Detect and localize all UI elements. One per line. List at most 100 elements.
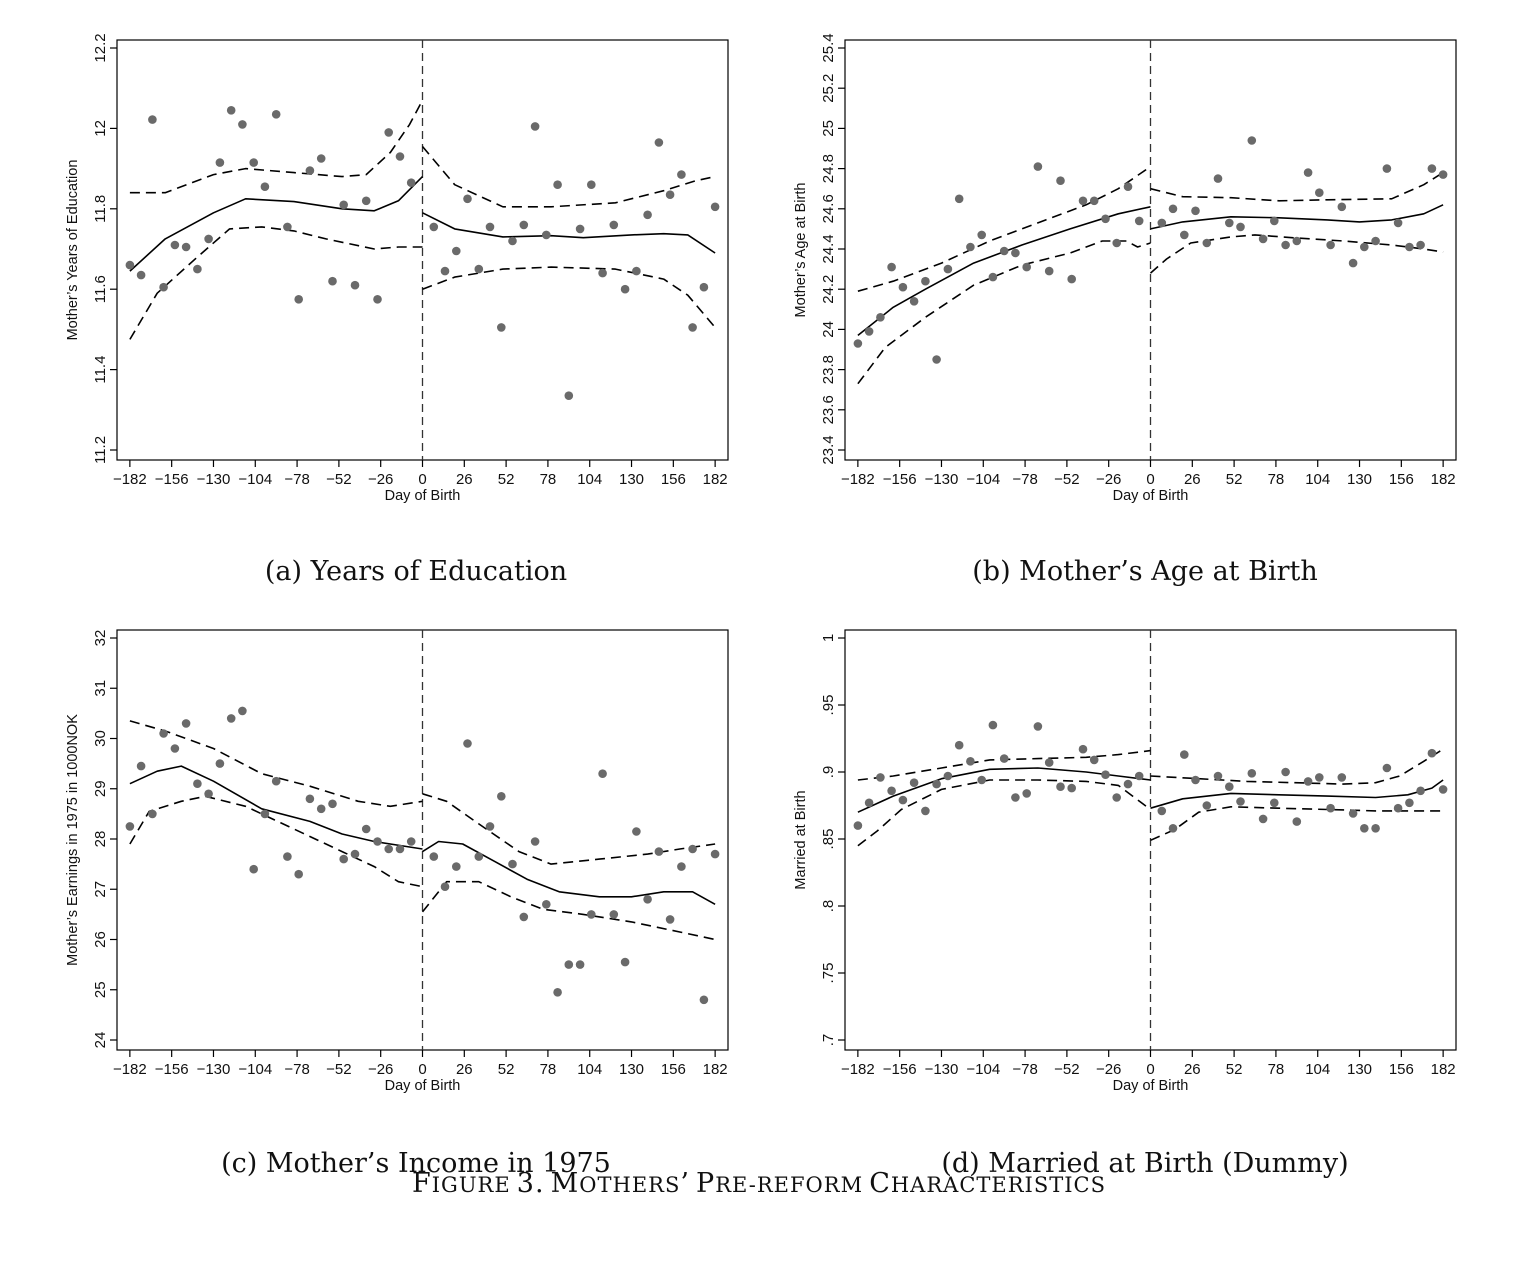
x-tick-label: 156 [1389,471,1414,488]
data-point [1427,748,1437,758]
x-tick-label: 0 [1146,1061,1154,1078]
y-tick-label: 12 [92,120,109,137]
x-tick-label: −78 [284,1061,309,1078]
data-point [373,295,382,304]
x-tick-label: 182 [703,471,728,488]
x-tick-label: 130 [1347,1061,1372,1078]
lower-ci-line-right [421,880,716,941]
data-point [954,740,964,750]
data-point [1348,258,1358,268]
data-point [1168,824,1178,833]
x-tick-label: 130 [1347,471,1372,488]
lower-ci-line-right [1150,806,1444,842]
data-point [361,824,371,834]
data-point [1371,236,1380,246]
data-point [1360,824,1369,833]
x-tick-label: 182 [1431,1061,1456,1078]
x-tick-label: 104 [1305,1061,1330,1078]
data-point [474,852,484,861]
y-tick-label: .95 [820,695,837,716]
data-point [699,282,709,292]
data-point [350,849,360,859]
data-point [339,854,349,864]
data-point [1236,222,1245,232]
data-point [485,822,495,831]
x-tick-label: −52 [1054,471,1079,488]
data-point [1258,234,1268,244]
data-point [977,230,986,240]
data-point [932,779,941,789]
data-point [921,276,930,286]
data-point [530,122,540,131]
x-tick-label: −156 [883,1061,917,1078]
y-tick-label: 30 [92,730,109,747]
data-point [530,837,540,846]
data-point [1134,216,1144,226]
data-point [954,194,964,204]
data-point [632,827,641,836]
data-point [148,115,157,124]
data-point [339,200,349,210]
data-point [1393,803,1403,813]
upper-ci-line-right [421,145,716,208]
upper-ci-line-left [129,99,424,194]
data-point [1348,809,1358,818]
x-tick-label: 156 [661,1061,686,1078]
data-point [1213,174,1223,183]
data-point [587,910,596,919]
data-point [710,849,720,859]
data-point [864,798,874,808]
data-point [497,792,506,801]
data-point [654,138,664,147]
lower-ci-line-left [129,795,423,888]
data-point [316,154,326,163]
data-point [215,759,225,768]
data-point [238,706,247,716]
data-point [328,799,337,809]
data-point [1438,170,1448,179]
x-tick-label: 104 [577,1061,602,1078]
y-tick-label: 24 [92,1032,109,1049]
y-tick-label: 25 [820,120,837,137]
data-point [508,859,517,869]
data-point [853,821,863,830]
data-point [1056,782,1065,791]
figure-title-word2-initial: M [551,1168,580,1199]
upper-ci-line-left [857,749,1151,781]
x-tick-label: 156 [661,471,686,488]
data-point [575,224,585,234]
data-point [1101,770,1110,779]
data-point [977,775,986,785]
data-point [1078,744,1088,754]
data-point [1168,204,1178,214]
x-axis-title: Day of Birth [385,488,461,504]
data-point [1202,238,1212,248]
data-point [542,900,551,909]
x-tick-label: 78 [540,471,557,488]
x-tick-label: 52 [1226,1061,1243,1078]
figure-title-word3-initial: P [696,1168,715,1199]
x-tick-label: 78 [1268,1061,1285,1078]
y-tick-label: 11.4 [92,356,109,384]
lower-ci-line-left [857,240,1151,385]
y-tick-label: .7 [820,1034,837,1047]
panels: 11.2 11.4 11.6 11.8 12 12.2 −182 −156 −130 −104 −7… [65,33,1457,1179]
data-point [283,852,292,861]
data-point [1022,262,1031,272]
y-axis-title: Mother’s Years of Education [65,160,81,341]
data-point [1292,236,1302,246]
chart-panel-a: 11.2 11.4 11.6 11.8 12 12.2 −182 −156 −130 −104 −7… [65,33,729,587]
y-tick-label: 29 [92,780,109,797]
data-point [1078,196,1088,206]
data-point [181,242,191,252]
panel-caption: (c) Mother’s Income in 1975 [221,1148,611,1179]
data-point [943,771,953,781]
y-axis-title: Married at Birth [793,790,809,889]
data-point [485,222,495,232]
data-point [463,739,472,748]
y-tick-label: .9 [820,766,837,779]
y-tick-label: 11.2 [92,436,109,464]
data-point [876,773,885,782]
data-point [283,222,292,232]
data-point [1033,162,1043,171]
